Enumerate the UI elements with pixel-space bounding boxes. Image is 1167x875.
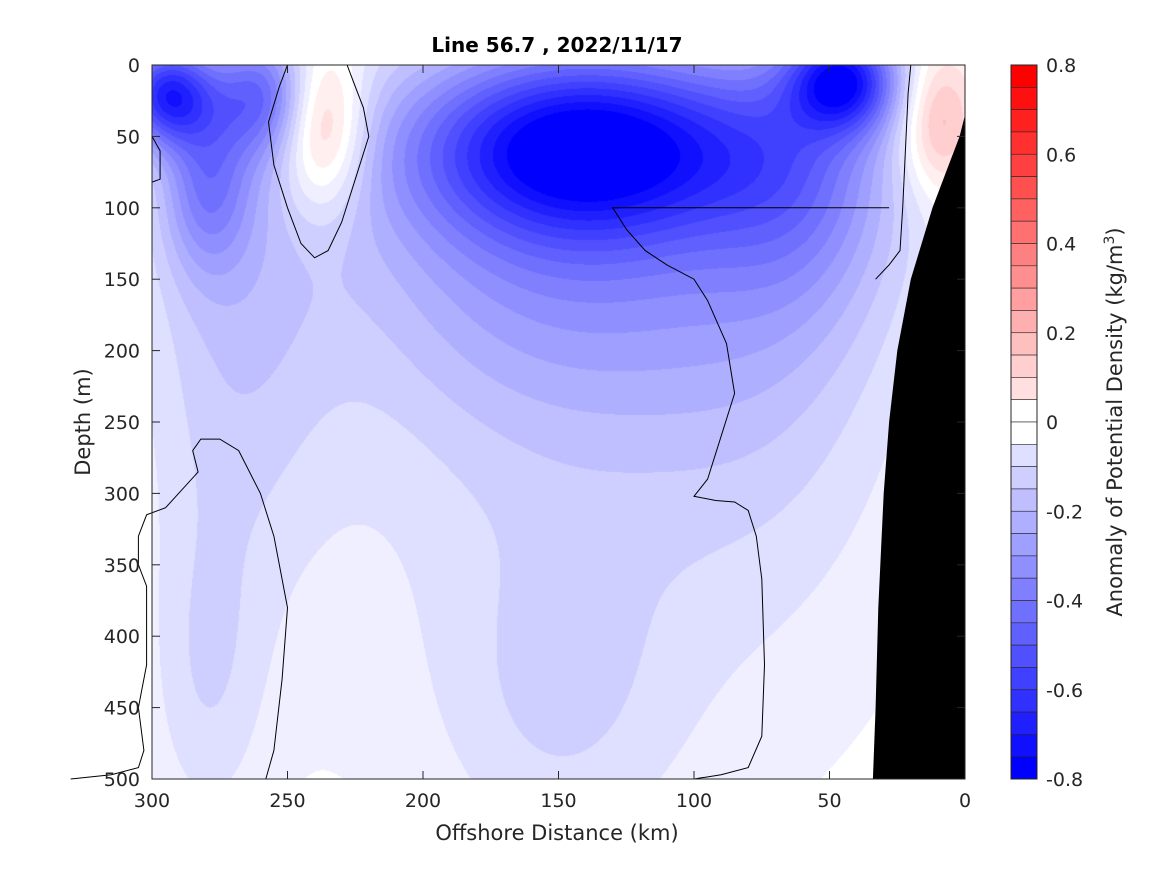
y-tick-label: 0 [128,55,140,77]
colorbar-bin [1010,734,1038,757]
contour-far-west-edge [151,136,161,183]
colorbar-ticks: 0.8 0.6 0.4 0.2 0 -0.2 -0.4 -0.6 -0.8 [1046,55,1083,791]
zero-contours [70,64,912,780]
colorbar-bin [1010,488,1038,512]
colorbar-bin [1010,444,1038,467]
bathymetry [872,115,965,779]
colorbar-bin [1010,689,1038,713]
colorbar-tick-label: -0.6 [1046,680,1083,702]
colorbar-bin [1010,265,1038,289]
colorbar-bin [1010,109,1038,133]
contour-warm-core-east [875,64,912,280]
colorbar-bin [1010,600,1038,624]
colorbar [1010,64,1038,780]
colorbar-bin [1010,711,1038,735]
plot-area [70,64,966,780]
colorbar-bin [1010,466,1038,490]
x-tick-label: 0 [959,790,971,812]
x-axis-label: Offshore Distance (km) [435,821,678,845]
y-tick-label: 350 [104,555,140,577]
colorbar-bin [1010,756,1038,780]
colorbar-bin [1010,153,1038,177]
contour-warm-core-west [267,64,370,259]
colorbar-bin [1010,667,1038,691]
chart-title: Line 56.7 , 2022/11/17 [431,33,682,57]
colorbar-bin [1010,243,1038,267]
y-tick-label: 250 [104,412,140,434]
y-tick-label: 450 [104,698,140,720]
colorbar-tick-label: -0.2 [1046,501,1083,523]
colorbar-tick-label: 0.8 [1046,55,1076,77]
density-field [152,65,965,779]
y-axis-label: Depth (m) [71,368,95,475]
x-tick-label: 200 [405,790,441,812]
colorbar-bin [1010,287,1038,311]
x-tick-label: 250 [269,790,305,812]
colorbar-bin [1010,510,1038,534]
colorbar-bin [1010,377,1038,400]
colorbar-bin [1010,64,1038,88]
colorbar-bin [1010,644,1038,668]
y-tick-label: 500 [104,769,140,791]
x-tick-label: 300 [134,790,170,812]
colorbar-bin [1010,533,1038,557]
colorbar-frame [1010,64,1038,780]
colorbar-label: Anomaly of Potential Density (kg/m3) [1102,227,1127,616]
y-axis-ticks: 0 50 100 150 200 250 300 350 400 450 500 [104,55,965,791]
colorbar-tick-label: 0.6 [1046,144,1076,166]
colorbar-bin [1010,354,1038,378]
colorbar-tick-label: -0.4 [1046,591,1083,613]
colorbar-tick-label: 0 [1046,412,1058,434]
colorbar-bin [1010,176,1038,200]
y-tick-label: 200 [104,341,140,363]
x-tick-label: 100 [676,790,712,812]
colorbar-bin [1010,332,1038,356]
colorbar-bin [1010,421,1038,445]
colorbar-tick-label: -0.8 [1046,769,1083,791]
x-tick-label: 50 [817,790,841,812]
colorbar-bin [1010,220,1038,244]
y-tick-label: 150 [104,269,140,291]
colorbar-bin [1010,131,1038,155]
colorbar-bin [1010,577,1038,601]
y-tick-label: 400 [104,626,140,648]
colorbar-bin [1010,555,1038,579]
y-tick-label: 300 [104,483,140,505]
y-tick-label: 100 [104,198,140,220]
contour-west-deep-lens [70,438,289,780]
contour-central-deep-lens [611,207,890,780]
colorbar-tick-label: 0.2 [1046,323,1076,345]
colorbar-bin [1010,198,1038,222]
colorbar-bin [1010,399,1038,423]
colorbar-bin [1010,310,1038,334]
colorbar-bin [1010,87,1038,110]
x-axis-ticks: 300 250 200 150 100 50 0 [134,65,971,812]
colorbar-bin [1010,622,1038,646]
colorbar-tick-label: 0.4 [1046,234,1076,256]
y-tick-label: 50 [116,126,140,148]
x-tick-label: 150 [540,790,576,812]
